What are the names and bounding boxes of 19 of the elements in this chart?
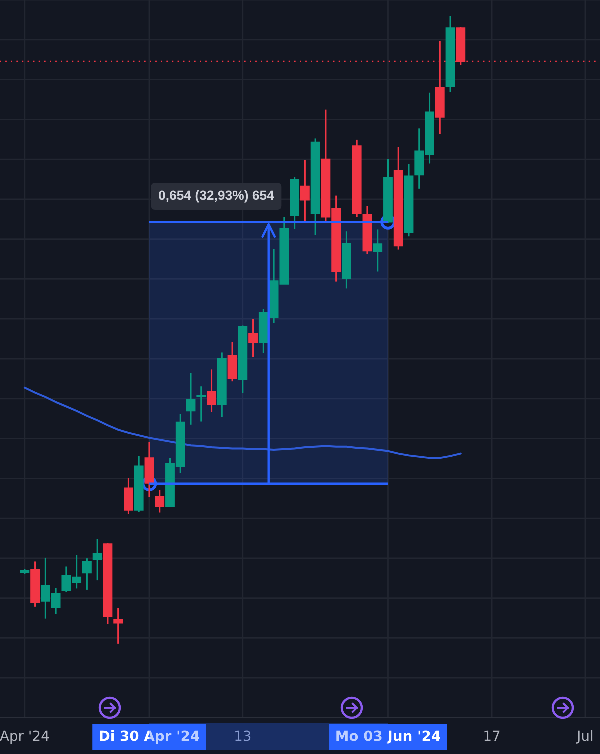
x-tick-label: Mo 03 Jun '24 — [336, 730, 440, 744]
x-tick-label: 17 — [484, 730, 500, 742]
candlestick — [248, 318, 258, 358]
candlestick — [114, 607, 124, 645]
x-tick-label: Apr '24 — [0, 730, 50, 744]
candlestick — [155, 489, 165, 514]
candlestick — [196, 386, 206, 423]
candlestick — [300, 159, 310, 223]
candlestick — [92, 538, 102, 582]
band-label: 0,654 (32,93%) 654 — [159, 190, 274, 203]
candlestick — [82, 558, 92, 591]
x-tick-label: Jul — [576, 730, 593, 744]
x-tick-label: 13 — [236, 730, 251, 742]
candlestick — [124, 477, 134, 515]
candlestick — [228, 341, 238, 382]
x-tick-label: Di 30 Apr '24 — [100, 730, 200, 744]
candlestick — [186, 372, 196, 426]
candlestick — [207, 368, 216, 414]
candlestick — [373, 228, 383, 273]
